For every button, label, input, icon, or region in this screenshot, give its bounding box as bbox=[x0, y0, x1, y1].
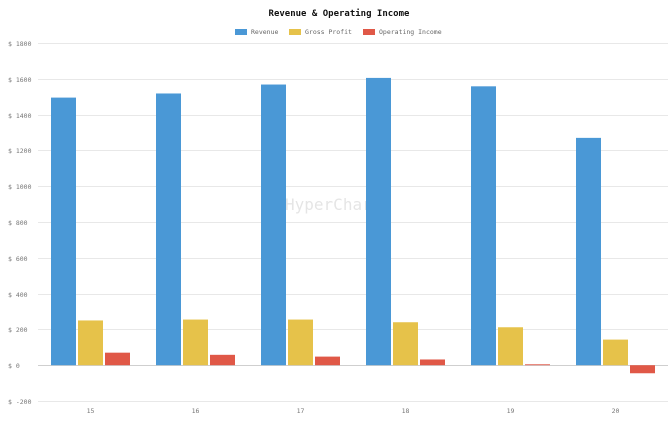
legend-swatch bbox=[289, 29, 301, 35]
bar-revenue-19[interactable] bbox=[471, 86, 496, 366]
legend-label: Operating Income bbox=[379, 28, 442, 36]
legend-label: Gross Profit bbox=[305, 28, 352, 36]
chart-title: Revenue & Operating Income bbox=[269, 8, 410, 19]
legend-item-operating-income[interactable]: Operating Income bbox=[363, 28, 442, 36]
bar-revenue-15[interactable] bbox=[51, 97, 76, 366]
bar-gross-profit-16[interactable] bbox=[183, 319, 208, 366]
y-tick-label: $ 600 bbox=[8, 255, 28, 263]
legend-item-gross-profit[interactable]: Gross Profit bbox=[289, 28, 352, 36]
x-tick-label: 16 bbox=[192, 407, 200, 415]
y-tick-label: $ 1400 bbox=[8, 112, 32, 120]
bar-gross-profit-17[interactable] bbox=[288, 319, 313, 366]
y-tick-label: $ 1000 bbox=[8, 183, 32, 191]
watermark-text: HyperCharts bbox=[285, 195, 391, 214]
y-tick-label: $ -200 bbox=[8, 398, 32, 406]
grid bbox=[38, 43, 668, 402]
bar-gross-profit-20[interactable] bbox=[603, 339, 628, 366]
bar-operating-income-18[interactable] bbox=[420, 359, 445, 366]
y-tick-label: $ 1200 bbox=[8, 147, 32, 155]
bar-operating-income-20[interactable] bbox=[630, 365, 655, 374]
y-tick-label: $ 1800 bbox=[8, 40, 32, 48]
y-tick-label: $ 400 bbox=[8, 291, 28, 299]
bar-revenue-17[interactable] bbox=[261, 84, 286, 366]
bar-operating-income-15[interactable] bbox=[105, 352, 130, 366]
bar-gross-profit-18[interactable] bbox=[393, 322, 418, 366]
y-tick-label: $ 200 bbox=[8, 326, 28, 334]
bar-operating-income-16[interactable] bbox=[210, 354, 235, 366]
x-tick-label: 18 bbox=[402, 407, 410, 415]
bar-revenue-16[interactable] bbox=[156, 93, 181, 366]
axes: $ -200 $ 0 $ 200 $ 400 $ 600 $ 800 $ 1000 $ 120… bbox=[8, 40, 619, 415]
legend-label: Revenue bbox=[251, 28, 278, 36]
legend-item-revenue[interactable]: Revenue bbox=[235, 28, 278, 36]
bar-operating-income-19[interactable] bbox=[525, 364, 550, 366]
legend-swatch bbox=[363, 29, 375, 35]
bars bbox=[51, 77, 655, 374]
x-tick-label: 17 bbox=[297, 407, 305, 415]
bar-operating-income-17[interactable] bbox=[315, 356, 340, 366]
bar-gross-profit-19[interactable] bbox=[498, 327, 523, 366]
bar-revenue-18[interactable] bbox=[366, 77, 391, 366]
legend[interactable]: Revenue Gross Profit Operating Income bbox=[235, 28, 442, 36]
y-tick-label: $ 0 bbox=[8, 362, 20, 370]
y-tick-label: $ 1600 bbox=[8, 76, 32, 84]
legend-swatch bbox=[235, 29, 247, 35]
x-tick-label: 20 bbox=[612, 407, 620, 415]
x-tick-label: 19 bbox=[507, 407, 515, 415]
bar-revenue-20[interactable] bbox=[576, 137, 601, 366]
bar-gross-profit-15[interactable] bbox=[78, 320, 103, 366]
y-tick-label: $ 800 bbox=[8, 219, 28, 227]
x-tick-label: 15 bbox=[87, 407, 95, 415]
